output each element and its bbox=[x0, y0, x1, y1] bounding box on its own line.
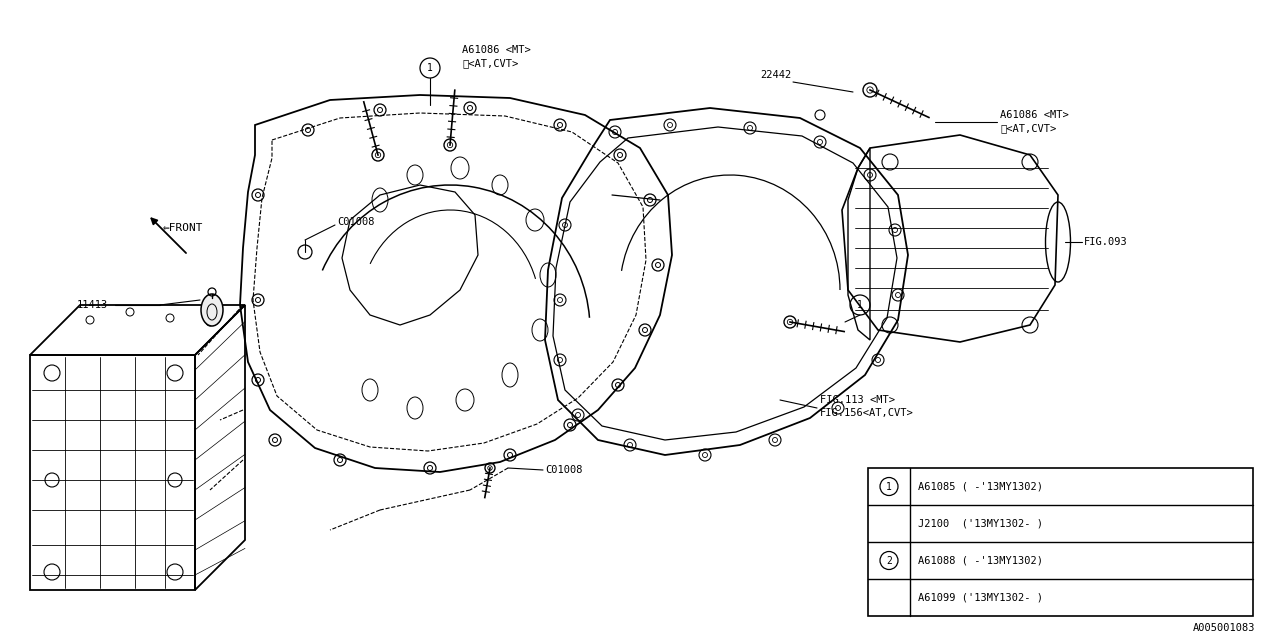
Text: FIG.093: FIG.093 bbox=[1084, 237, 1128, 247]
Bar bbox=[868, 468, 1253, 616]
Text: A005001083: A005001083 bbox=[1193, 623, 1254, 633]
Text: C01008: C01008 bbox=[545, 465, 582, 475]
Text: ⇐FRONT: ⇐FRONT bbox=[163, 223, 204, 233]
Text: ①<AT,CVT>: ①<AT,CVT> bbox=[462, 58, 518, 68]
Text: A61086 <MT>: A61086 <MT> bbox=[462, 45, 531, 55]
Text: C01008: C01008 bbox=[337, 217, 375, 227]
Text: FIG.156<AT,CVT>: FIG.156<AT,CVT> bbox=[820, 408, 914, 418]
Text: J2100  ('13MY1302- ): J2100 ('13MY1302- ) bbox=[918, 518, 1043, 529]
Text: 22442: 22442 bbox=[760, 70, 791, 80]
Text: 1: 1 bbox=[428, 63, 433, 73]
Text: FIG.113 <MT>: FIG.113 <MT> bbox=[820, 395, 895, 405]
Text: ②<AT,CVT>: ②<AT,CVT> bbox=[1000, 123, 1056, 133]
Ellipse shape bbox=[201, 294, 223, 326]
Text: 11413: 11413 bbox=[77, 300, 108, 310]
Text: 1: 1 bbox=[886, 481, 892, 492]
Text: A61088 ( -'13MY1302): A61088 ( -'13MY1302) bbox=[918, 556, 1043, 566]
Text: A61086 <MT>: A61086 <MT> bbox=[1000, 110, 1069, 120]
Text: 1: 1 bbox=[858, 300, 863, 310]
Text: 2: 2 bbox=[886, 556, 892, 566]
Text: A61085 ( -'13MY1302): A61085 ( -'13MY1302) bbox=[918, 481, 1043, 492]
Text: A61099 ('13MY1302- ): A61099 ('13MY1302- ) bbox=[918, 593, 1043, 602]
